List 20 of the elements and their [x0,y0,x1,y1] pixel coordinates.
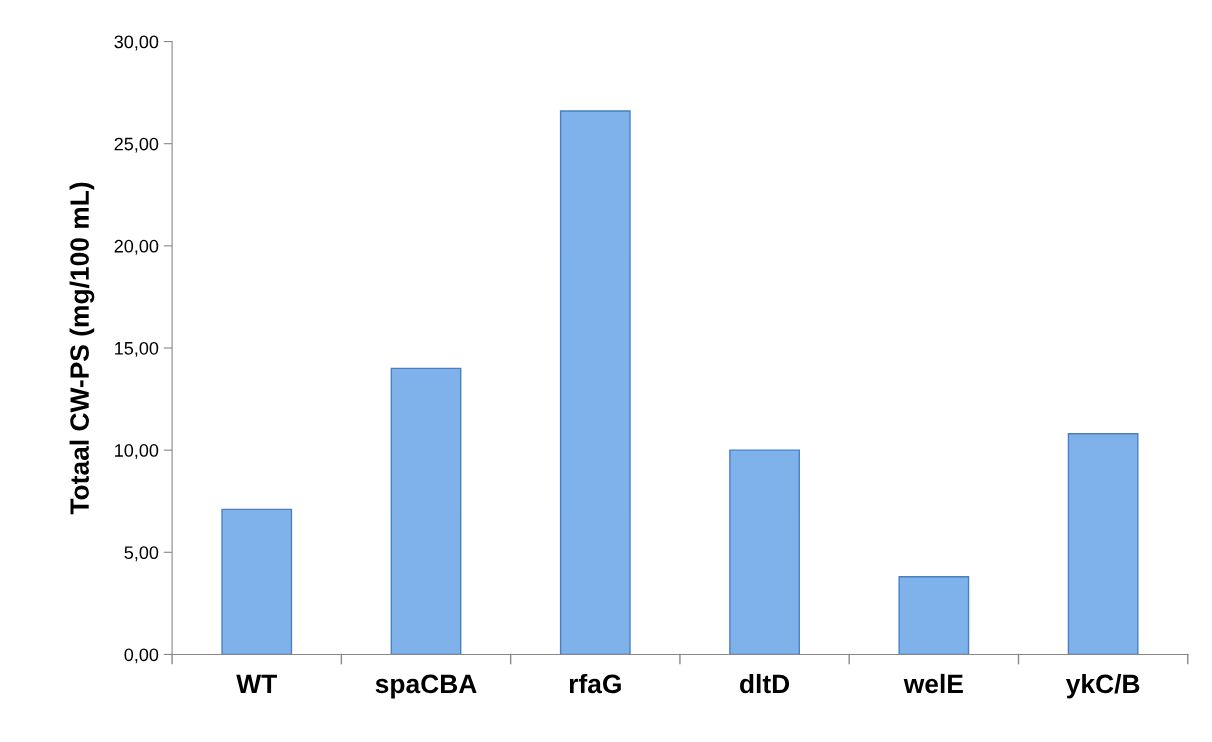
y-tick-label: 10,00 [115,444,159,459]
y-tick-label: 5,00 [124,546,159,562]
y-tick-label: 15,00 [115,341,159,357]
x-tick-label: WT [236,674,277,694]
x-tick-label: ykC/B [1065,673,1140,699]
x-tick-label: welE [903,673,963,694]
bar [1067,433,1139,655]
y-axis-title: Totaal CW-PS (mg/100 mL) [69,182,95,515]
y-tick-label: 20,00 [114,239,159,255]
bar [221,508,293,655]
y-tick-label: 0,00 [124,648,159,664]
bar [390,367,462,655]
bar [559,110,631,655]
bar [729,449,800,655]
y-tick-label: 25,00 [114,137,159,153]
y-tick-label: 30,00 [114,35,159,51]
bar [898,576,970,655]
x-tick-label: rfaG [569,673,621,694]
x-tick-label: dltD [740,673,790,694]
x-tick-label: spaCBA [375,674,477,699]
